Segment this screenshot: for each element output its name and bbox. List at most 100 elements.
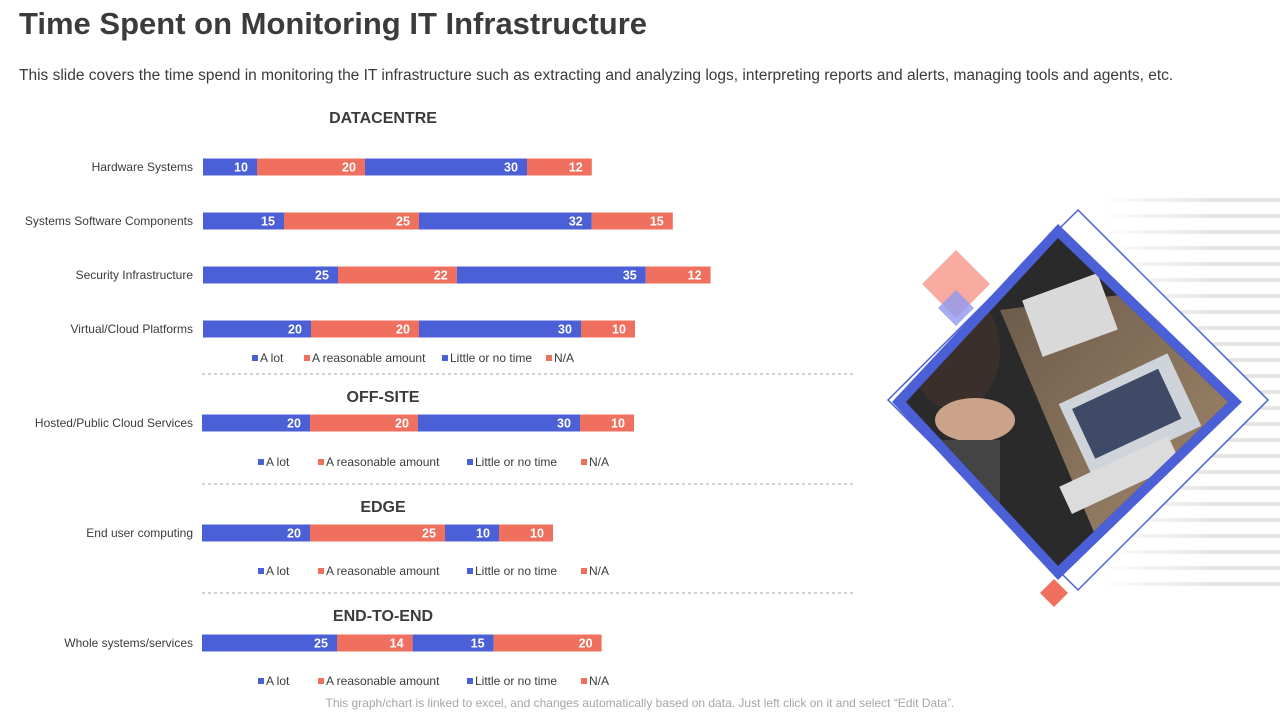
legend-label: A lot [266, 564, 290, 578]
category-label: Virtual/Cloud Platforms [71, 322, 194, 336]
stacked-bar-charts: DATACENTRE Hardware Systems 10 20 30 12 System… [25, 110, 856, 688]
legend-swatch [258, 678, 264, 684]
decorative-image-panel [886, 190, 1280, 607]
legend-swatch [258, 568, 264, 574]
category-label: Hardware Systems [92, 160, 193, 174]
data-label: 25 [422, 527, 436, 541]
bar-segment [365, 158, 527, 176]
bar-segment [338, 266, 457, 284]
legend-label: A reasonable amount [312, 351, 426, 365]
data-label: 35 [623, 269, 637, 283]
legend-label: Little or no time [450, 351, 532, 365]
page-title: Time Spent on Monitoring IT Infrastructu… [19, 6, 648, 41]
bar-segment [527, 158, 592, 176]
data-label: 30 [558, 323, 572, 337]
legend-swatch [581, 568, 587, 574]
legend-swatch [442, 355, 448, 361]
data-label: 20 [287, 527, 301, 541]
legend-swatch [467, 568, 473, 574]
bar-segment [591, 212, 673, 230]
legend-label: N/A [589, 564, 609, 578]
legend-label: A lot [266, 455, 290, 469]
legend-label: Little or no time [475, 564, 557, 578]
bar-segment [203, 212, 284, 230]
legend-swatch [304, 355, 310, 361]
legend-swatch [318, 459, 324, 465]
data-label: 15 [650, 215, 664, 229]
legend-swatch [467, 459, 473, 465]
bar-segment [203, 320, 311, 338]
data-label: 15 [261, 215, 275, 229]
data-label: 20 [287, 417, 301, 431]
bar-segment [419, 320, 581, 338]
legend-label: A reasonable amount [326, 674, 440, 688]
bar-segment [203, 158, 257, 176]
bar-segment [284, 212, 419, 230]
data-label: 12 [688, 269, 702, 283]
data-label: 15 [471, 637, 485, 651]
bar-segment [202, 524, 310, 542]
coral-diamond-small [1040, 579, 1068, 607]
legend-label: Little or no time [475, 674, 557, 688]
bar-segment [310, 414, 418, 432]
data-label: 20 [579, 637, 593, 651]
data-label: 30 [504, 161, 518, 175]
data-label: 20 [342, 161, 356, 175]
legend-label: Little or no time [475, 455, 557, 469]
legend-swatch [252, 355, 258, 361]
data-label: 20 [288, 323, 302, 337]
chart-title: END-TO-END [333, 608, 433, 625]
bar-segment [203, 266, 338, 284]
category-label: Systems Software Components [25, 214, 193, 228]
data-label: 20 [396, 323, 410, 337]
bar-segment [445, 524, 499, 542]
data-label: 30 [557, 417, 571, 431]
data-label: 10 [611, 417, 625, 431]
legend-label: N/A [589, 455, 609, 469]
legend-label: N/A [554, 351, 574, 365]
legend-swatch [258, 459, 264, 465]
bar-segment [337, 634, 413, 652]
category-label: Hosted/Public Cloud Services [35, 416, 193, 430]
legend-label: A lot [266, 674, 290, 688]
legend-label: A reasonable amount [326, 455, 440, 469]
bar-segment [493, 634, 602, 652]
bar-segment [581, 320, 635, 338]
legend-label: N/A [589, 674, 609, 688]
data-label: 22 [434, 269, 448, 283]
footer-note: This graph/chart is linked to excel, and… [325, 696, 955, 710]
chart-title: EDGE [360, 499, 406, 516]
data-label: 25 [315, 269, 329, 283]
bar-segment [418, 414, 580, 432]
data-label: 14 [390, 637, 404, 651]
legend-swatch [546, 355, 552, 361]
data-label: 12 [569, 161, 583, 175]
legend-swatch [318, 678, 324, 684]
data-label: 10 [530, 527, 544, 541]
bar-segment [311, 320, 419, 338]
data-label: 32 [569, 215, 583, 229]
category-label: Whole systems/services [64, 636, 193, 650]
category-label: Security Infrastructure [76, 268, 194, 282]
legend-label: A reasonable amount [326, 564, 440, 578]
legend-swatch [581, 678, 587, 684]
bar-segment [456, 266, 646, 284]
bar-segment [580, 414, 634, 432]
data-label: 10 [234, 161, 248, 175]
data-label: 25 [396, 215, 410, 229]
blue-diamond-small [938, 290, 974, 326]
page-subtitle: This slide covers the time spend in moni… [19, 67, 1174, 84]
bar-segment [202, 414, 310, 432]
bar-segment [202, 634, 337, 652]
chart-title: DATACENTRE [329, 110, 437, 127]
bar-segment [310, 524, 445, 542]
chart-title: OFF-SITE [347, 389, 420, 406]
bar-segment [645, 266, 711, 284]
legend-swatch [318, 568, 324, 574]
coral-diamond-large [922, 250, 990, 318]
legend-swatch [581, 459, 587, 465]
bar-segment [419, 212, 592, 230]
data-label: 10 [612, 323, 626, 337]
bar-segment [412, 634, 494, 652]
legend-swatch [467, 678, 473, 684]
